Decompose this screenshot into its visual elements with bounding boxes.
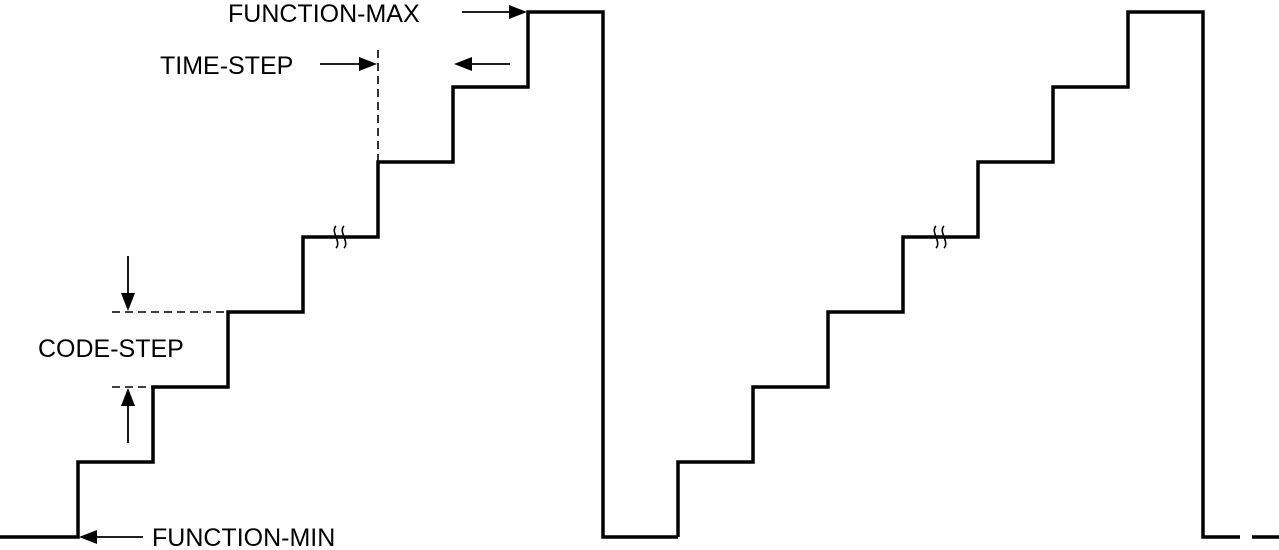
function-max-arrow [462,5,527,19]
function-max-label: FUNCTION-MAX [228,0,420,28]
code-step-up-arrow [121,388,135,443]
time-step-label: TIME-STEP [160,52,293,80]
code-step-down-arrow [121,256,135,311]
function-min-label: FUNCTION-MIN [152,524,335,550]
time-step-left-arrow [320,57,377,71]
staircase-waveform-cycle-2 [678,12,1240,537]
code-step-label: CODE-STEP [38,335,184,363]
time-step-right-arrow [454,57,510,71]
staircase-waveform-cycle-1 [0,12,678,537]
function-min-arrow [79,530,143,544]
